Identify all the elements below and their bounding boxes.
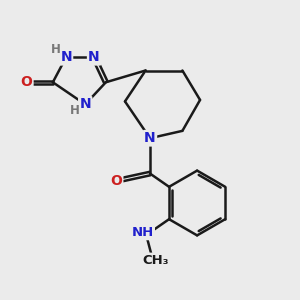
- Text: CH₃: CH₃: [142, 254, 169, 267]
- Text: N: N: [60, 50, 72, 64]
- Text: N: N: [144, 131, 156, 145]
- Text: H: H: [70, 104, 80, 117]
- Text: O: O: [110, 174, 122, 188]
- Text: O: O: [20, 75, 32, 89]
- Text: N: N: [88, 50, 100, 64]
- Text: N: N: [80, 98, 91, 111]
- Text: NH: NH: [131, 226, 154, 239]
- Text: H: H: [51, 44, 61, 56]
